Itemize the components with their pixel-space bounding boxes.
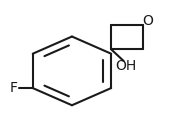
Text: F: F — [10, 81, 17, 95]
Text: OH: OH — [115, 59, 136, 73]
Text: O: O — [142, 14, 153, 28]
